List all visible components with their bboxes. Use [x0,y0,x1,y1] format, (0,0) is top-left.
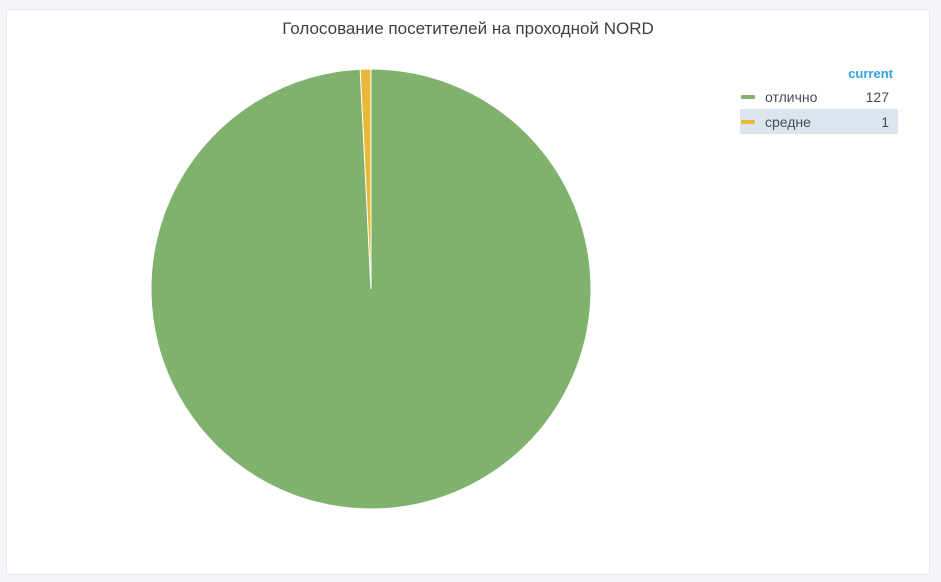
pie-chart [150,68,592,510]
legend-item-otlichno[interactable]: отлично 127 [740,84,898,109]
panel-title[interactable]: Голосование посетителей на проходной NOR… [282,19,654,38]
legend-value-sredne: 1 [881,113,889,130]
legend-swatch-otlichno[interactable] [741,94,755,99]
legend-label-otlichno[interactable]: отлично [765,88,818,105]
chart-panel: Голосование посетителей на проходной NOR… [6,9,930,575]
legend-header-current[interactable]: current [848,66,893,81]
legend: current отлично 127 средне 1 [740,66,898,134]
pie-slice-1[interactable] [359,68,372,290]
legend-value-otlichno: 127 [865,88,889,105]
legend-swatch-sredne[interactable] [741,119,755,124]
legend-label-sredne[interactable]: средне [765,113,811,130]
legend-item-sredne[interactable]: средне 1 [740,109,898,134]
